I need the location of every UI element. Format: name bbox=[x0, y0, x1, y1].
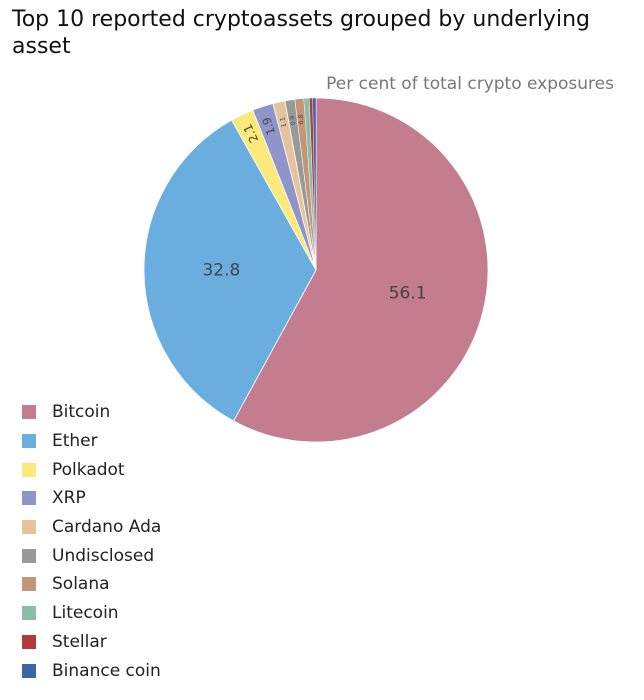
slice-label-undisclosed: 0.9 bbox=[289, 115, 297, 126]
slice-label-xrp: 1.9 bbox=[260, 116, 278, 137]
legend-item-binance-coin: Binance coin bbox=[22, 656, 161, 685]
legend-item-ether: Ether bbox=[22, 427, 161, 456]
legend-swatch bbox=[22, 606, 36, 621]
slice-bitcoin bbox=[233, 97, 489, 443]
slice-label-solana: 0.8 bbox=[297, 114, 305, 124]
legend-item-solana: Solana bbox=[22, 570, 161, 599]
legend-item-litecoin: Litecoin bbox=[22, 599, 161, 628]
slice-binance-coin bbox=[312, 97, 317, 271]
legend-item-xrp: XRP bbox=[22, 484, 161, 513]
slice-ether bbox=[143, 119, 317, 422]
legend-label: Polkadot bbox=[52, 459, 125, 480]
legend-label: XRP bbox=[52, 488, 86, 509]
slice-label-bitcoin: 56.1 bbox=[389, 283, 427, 303]
legend-swatch bbox=[22, 577, 36, 592]
chart-subtitle: Per cent of total crypto exposures bbox=[326, 74, 614, 94]
legend-label: Ether bbox=[52, 431, 98, 452]
legend-item-undisclosed: Undisclosed bbox=[22, 541, 161, 570]
legend-swatch bbox=[22, 634, 36, 649]
legend-swatch bbox=[22, 548, 36, 563]
chart-title: Top 10 reported cryptoassets grouped by … bbox=[12, 7, 590, 59]
legend-swatch bbox=[22, 491, 36, 506]
legend-swatch bbox=[22, 434, 36, 449]
legend-label: Bitcoin bbox=[52, 402, 111, 423]
slice-label-cardano-ada: 1.1 bbox=[278, 116, 288, 128]
legend-item-bitcoin: Bitcoin bbox=[22, 398, 161, 427]
legend-label: Stellar bbox=[52, 631, 107, 652]
legend-label: Solana bbox=[52, 574, 110, 595]
legend-item-cardano-ada: Cardano Ada bbox=[22, 513, 161, 542]
legend-item-polkadot: Polkadot bbox=[22, 455, 161, 484]
legend-item-stellar: Stellar bbox=[22, 628, 161, 657]
legend-swatch bbox=[22, 663, 36, 678]
legend-swatch bbox=[22, 405, 36, 420]
legend-label: Cardano Ada bbox=[52, 517, 162, 538]
legend-label: Undisclosed bbox=[52, 545, 155, 566]
legend-label: Litecoin bbox=[52, 603, 119, 624]
chart-legend: Bitcoin Ether Polkadot XRP Cardano Ada Undisc… bbox=[22, 398, 161, 685]
legend-label: Binance coin bbox=[52, 660, 161, 681]
slice-label-ether: 32.8 bbox=[202, 261, 240, 281]
legend-swatch bbox=[22, 462, 36, 477]
legend-swatch bbox=[22, 520, 36, 535]
